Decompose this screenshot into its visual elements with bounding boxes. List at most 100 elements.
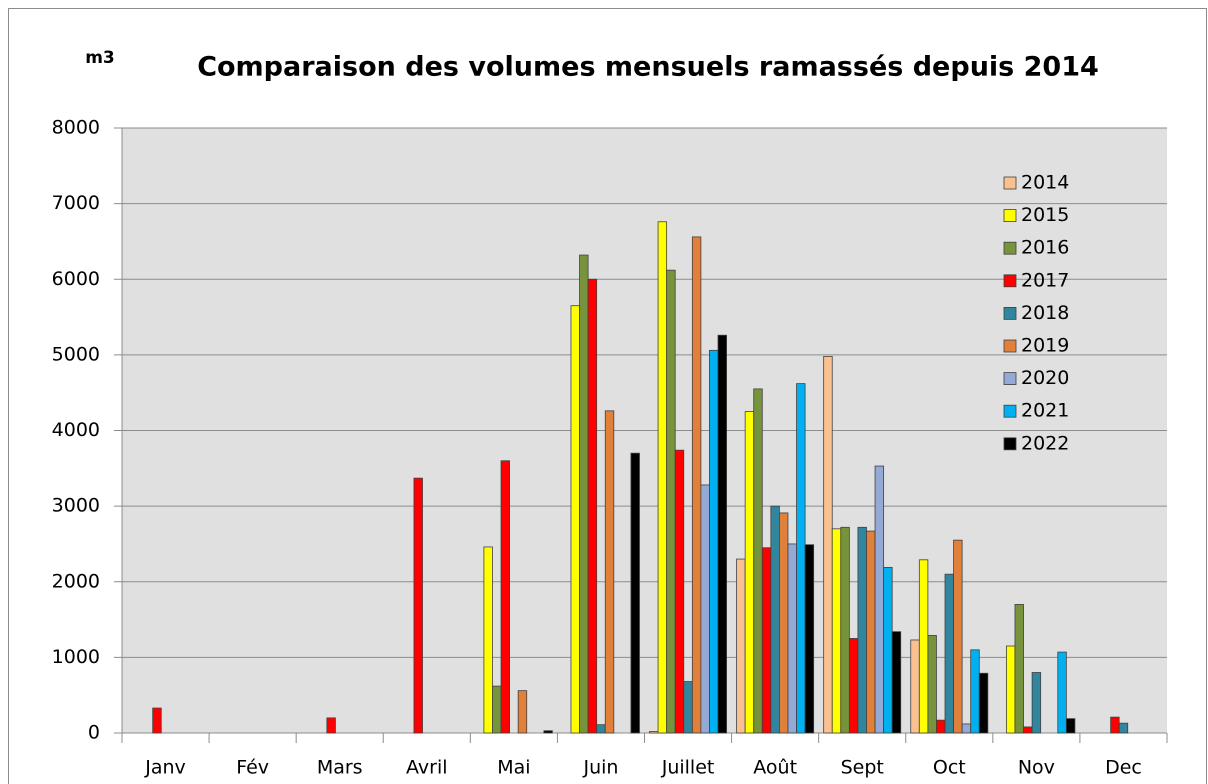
bar	[804, 544, 815, 734]
legend-swatch	[1003, 404, 1017, 418]
bar	[796, 383, 806, 734]
bar	[944, 573, 954, 734]
x-tick-label: Août	[753, 757, 797, 779]
y-tick-label: 0	[88, 722, 100, 744]
bar	[883, 566, 893, 734]
bar	[787, 543, 797, 734]
bar	[709, 349, 719, 734]
bar	[936, 719, 946, 734]
y-tick-label: 2000	[52, 570, 100, 592]
x-tick-label: Oct	[933, 757, 966, 779]
legend-label: 2019	[1021, 335, 1069, 357]
bar	[666, 269, 676, 734]
bar	[674, 449, 685, 734]
bar	[918, 559, 929, 734]
y-tick-label: 3000	[52, 495, 100, 517]
legend-label: 2016	[1021, 237, 1069, 259]
bar	[1065, 718, 1076, 734]
y-tick-label: 5000	[52, 343, 100, 365]
bar	[831, 528, 842, 734]
legend-swatch	[1003, 274, 1017, 288]
legend-label: 2017	[1021, 269, 1069, 291]
bar	[1023, 726, 1033, 734]
bar	[1057, 651, 1067, 734]
bar	[492, 685, 502, 734]
bar	[570, 305, 580, 734]
bar	[840, 526, 850, 734]
x-tick-label: Janv	[144, 757, 186, 779]
bar	[587, 278, 598, 734]
x-tick-label: Fév	[236, 757, 269, 779]
legend-swatch	[1003, 176, 1017, 190]
bar	[596, 724, 606, 734]
bar	[579, 254, 589, 734]
bar	[736, 558, 746, 734]
bar	[1118, 722, 1129, 734]
bar	[1110, 716, 1120, 734]
bar	[927, 635, 937, 734]
legend-swatch	[1003, 241, 1017, 255]
legend-swatch	[1003, 339, 1017, 353]
legend-label: 2015	[1021, 204, 1069, 226]
bar	[500, 460, 510, 734]
legend-swatch	[1003, 437, 1017, 451]
x-tick-label: Sept	[841, 757, 884, 779]
bar	[1014, 604, 1024, 734]
bar	[717, 334, 727, 734]
x-tick-label: Mars	[317, 757, 363, 779]
bar	[857, 526, 867, 734]
bar	[483, 546, 493, 734]
legend-label: 2020	[1021, 367, 1069, 389]
bar	[953, 539, 963, 734]
x-tick-label: Dec	[1105, 757, 1142, 779]
x-tick-label: Juillet	[661, 757, 715, 779]
x-tick-label: Mai	[497, 757, 530, 779]
bar	[604, 410, 615, 734]
bar	[874, 465, 885, 734]
y-tick-label: 1000	[52, 646, 100, 668]
chart-title: Comparaison des volumes mensuels ramassé…	[197, 52, 1099, 83]
bar	[691, 236, 702, 734]
y-tick-label: 6000	[52, 268, 100, 290]
y-axis-label: m3	[85, 48, 115, 68]
legend-swatch	[1003, 306, 1017, 320]
bar	[649, 731, 659, 734]
bar	[753, 388, 763, 734]
bar	[1031, 672, 1042, 734]
bar	[630, 452, 640, 734]
bar	[910, 639, 920, 734]
bar	[326, 717, 336, 734]
bar	[683, 681, 693, 734]
bar	[866, 530, 876, 734]
x-tick-label: Avril	[406, 757, 448, 779]
bar	[517, 690, 528, 734]
x-tick-label: Nov	[1018, 757, 1055, 779]
y-tick-label: 7000	[52, 192, 100, 214]
bar	[761, 547, 772, 734]
legend-swatch	[1003, 209, 1017, 223]
bar	[543, 730, 553, 734]
bar	[700, 484, 710, 734]
legend-label: 2018	[1021, 302, 1069, 324]
bar	[823, 355, 833, 734]
bar	[744, 411, 755, 734]
bar	[978, 672, 989, 734]
bar	[891, 631, 902, 734]
legend-swatch	[1003, 372, 1017, 386]
legend-label: 2014	[1021, 172, 1069, 194]
y-tick-label: 4000	[52, 419, 100, 441]
bar	[770, 505, 780, 734]
y-tick-label: 8000	[52, 117, 100, 139]
bar	[657, 221, 668, 734]
bar	[848, 638, 859, 734]
bar	[152, 707, 162, 734]
bar	[779, 512, 789, 734]
bar	[970, 649, 980, 734]
bar	[1005, 645, 1016, 734]
x-tick-label: Juin	[582, 757, 618, 779]
legend-label: 2021	[1021, 400, 1069, 422]
legend-label: 2022	[1021, 432, 1069, 454]
bar	[961, 723, 972, 734]
bar	[413, 477, 423, 734]
